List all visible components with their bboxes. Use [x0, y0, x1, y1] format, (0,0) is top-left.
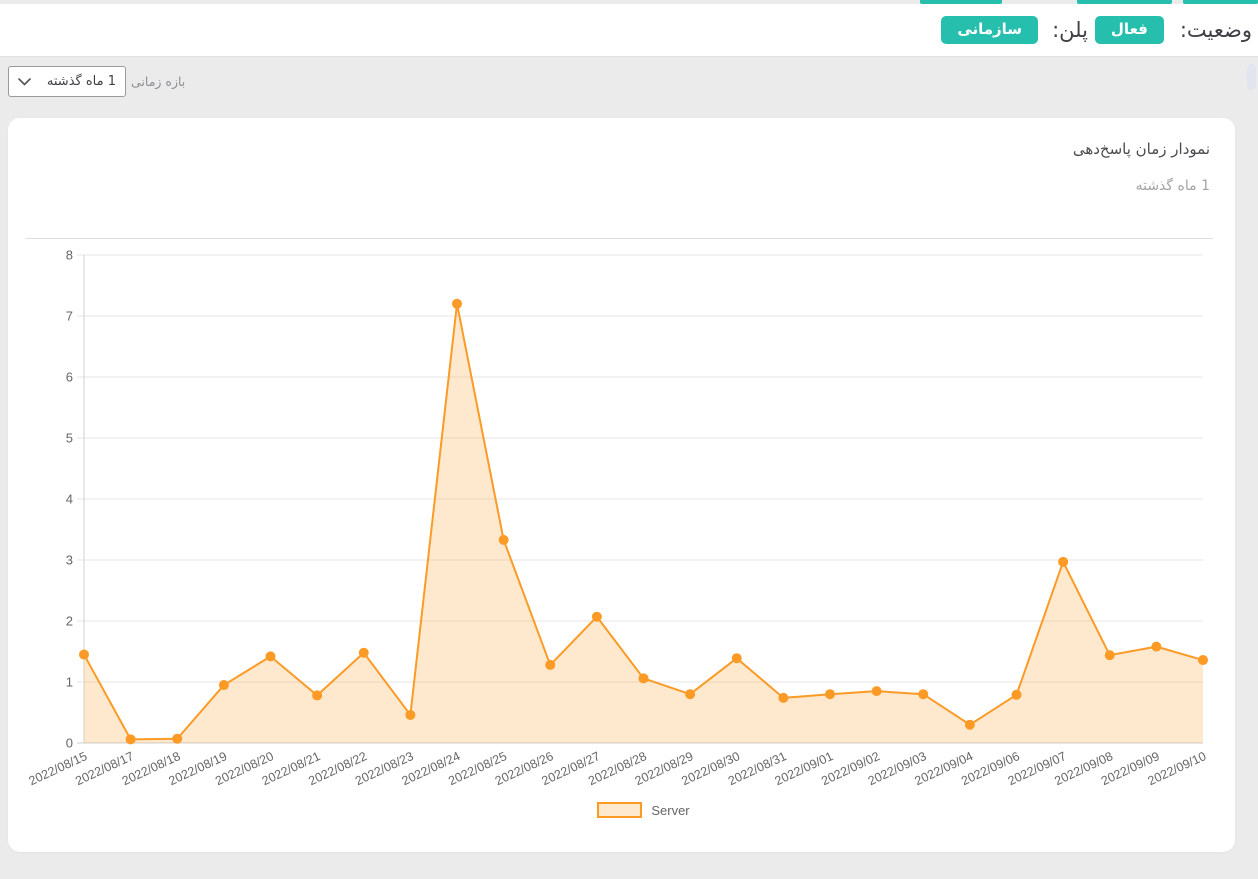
response-time-chart: 0123456782022/08/152022/08/172022/08/182…: [27, 248, 1209, 789]
time-range-label: بازه زمانی: [131, 74, 186, 89]
svg-text:7: 7: [66, 309, 73, 324]
svg-text:2: 2: [66, 614, 73, 629]
legend-label: Server: [651, 802, 690, 818]
cutoff-badge-remnant: [1183, 0, 1258, 4]
status-bar: وضعیت: فعال پلن: سازمانی: [0, 4, 1258, 57]
svg-text:6: 6: [66, 370, 73, 385]
plan-badge: سازمانی: [941, 16, 1039, 44]
status-label: وضعیت:: [1179, 18, 1252, 42]
legend-item-server[interactable]: Server: [597, 802, 690, 818]
cutoff-badge-remnant: [1077, 0, 1172, 4]
chart-title: نمودار زمان پاسخ‌دهی: [1072, 140, 1210, 158]
status-badge: فعال: [1094, 16, 1164, 44]
scrollbar-thumb[interactable]: [1247, 64, 1256, 90]
svg-text:0: 0: [66, 736, 73, 751]
legend-swatch: [597, 802, 643, 818]
svg-text:4: 4: [66, 492, 73, 507]
svg-text:8: 8: [66, 248, 73, 263]
cutoff-badge-remnant: [920, 0, 1002, 4]
time-range-select[interactable]: 1 ماه گذشته: [8, 66, 126, 97]
svg-text:1: 1: [66, 675, 73, 690]
chart-legend: Server: [84, 802, 1203, 818]
title-divider: [25, 238, 1213, 239]
svg-text:3: 3: [66, 553, 73, 568]
plan-label: پلن:: [1052, 18, 1088, 42]
chart-card: نمودار زمان پاسخ‌دهی 1 ماه گذشته 0 1 2 3 4 5 6…: [8, 118, 1235, 852]
svg-text:5: 5: [66, 431, 73, 446]
time-range-value: 1 ماه گذشته: [46, 74, 116, 89]
chart-subtitle: 1 ماه گذشته: [1135, 178, 1210, 194]
chevron-down-icon: [18, 77, 31, 86]
